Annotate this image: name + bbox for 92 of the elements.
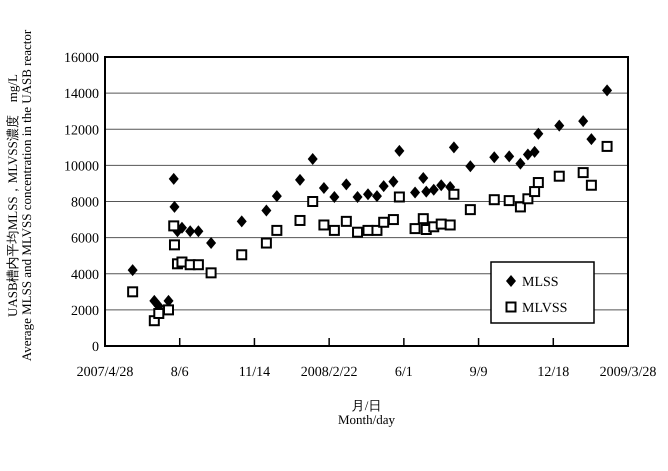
x-axis-title: 月/日 Month/day [338, 398, 396, 427]
point [530, 146, 540, 158]
point [328, 224, 340, 236]
point [504, 150, 514, 162]
point [444, 219, 456, 230]
point [421, 186, 432, 198]
point [193, 225, 204, 238]
point [318, 219, 330, 230]
point [554, 170, 565, 182]
point [488, 194, 500, 206]
point [340, 216, 352, 227]
y-tick-label: 0 [92, 340, 99, 355]
point [418, 213, 429, 224]
y-tick-label: 14000 [64, 87, 99, 102]
point [578, 167, 589, 178]
point [410, 186, 420, 198]
point [261, 204, 272, 217]
point [388, 176, 398, 188]
point [394, 191, 405, 202]
x-tick-label: 9/9 [470, 365, 488, 380]
point [295, 174, 306, 186]
point [163, 304, 174, 316]
point [586, 133, 596, 146]
legend-label: MLVSS [522, 301, 568, 316]
point [294, 214, 306, 226]
x-tick-label: 2007/4/28 [76, 365, 134, 380]
point [271, 224, 282, 236]
point [418, 172, 428, 184]
point [489, 151, 500, 164]
point [448, 141, 459, 154]
y-tick-label: 12000 [64, 123, 99, 138]
legend-label: MLSS [522, 275, 559, 290]
point [206, 267, 217, 278]
point [307, 196, 318, 207]
x-tick-label: 2009/3/28 [600, 365, 656, 380]
point [169, 200, 180, 213]
x-tick-label: 12/18 [537, 365, 570, 380]
point [522, 148, 533, 161]
point [410, 223, 421, 234]
point [533, 128, 544, 140]
point [236, 249, 248, 260]
y-axis-title: UASB槽内平均MLSS，MLVSS濃度 mg/L Average MLSS and MLVSS concentration in the UASB reactor [5, 29, 34, 362]
point [448, 188, 460, 200]
y-tick-label: 4000 [71, 268, 99, 283]
point [272, 190, 282, 202]
point [529, 186, 540, 198]
point [436, 179, 446, 192]
x-tick-label: 6/1 [394, 365, 413, 380]
point [128, 264, 138, 276]
point [185, 225, 196, 238]
point [168, 239, 180, 250]
point [465, 160, 476, 172]
point [532, 177, 544, 188]
point [352, 190, 363, 203]
point [586, 180, 597, 191]
y-tick-label: 8000 [71, 196, 99, 210]
y-tick-label: 16000 [64, 51, 99, 66]
x-tick-label: 11/14 [238, 365, 270, 380]
x-tick-label: 8/6 [170, 365, 189, 380]
point [394, 144, 404, 157]
point [554, 120, 564, 132]
point [329, 190, 340, 203]
y-tick-label: 10000 [64, 159, 99, 174]
point [153, 308, 164, 319]
point [504, 195, 515, 206]
point [168, 220, 180, 232]
point [515, 158, 526, 170]
point [371, 224, 382, 236]
point [514, 201, 526, 212]
point [602, 140, 613, 152]
point [602, 84, 612, 96]
point [378, 180, 389, 192]
point [168, 172, 179, 185]
point [260, 238, 272, 249]
y-tick-label: 6000 [71, 232, 99, 247]
point [206, 237, 216, 250]
point [378, 216, 390, 228]
point [464, 204, 476, 216]
x-tick-label: 2008/2/22 [300, 365, 358, 380]
point [192, 259, 204, 270]
point [388, 214, 399, 226]
point [362, 188, 373, 200]
point [308, 153, 318, 166]
point [236, 215, 247, 228]
point [341, 178, 352, 190]
point [318, 182, 329, 194]
point [372, 190, 382, 202]
point [428, 184, 439, 196]
point [352, 226, 364, 238]
y-tick-label: 2000 [71, 304, 99, 319]
point [578, 115, 588, 128]
point [127, 286, 138, 298]
